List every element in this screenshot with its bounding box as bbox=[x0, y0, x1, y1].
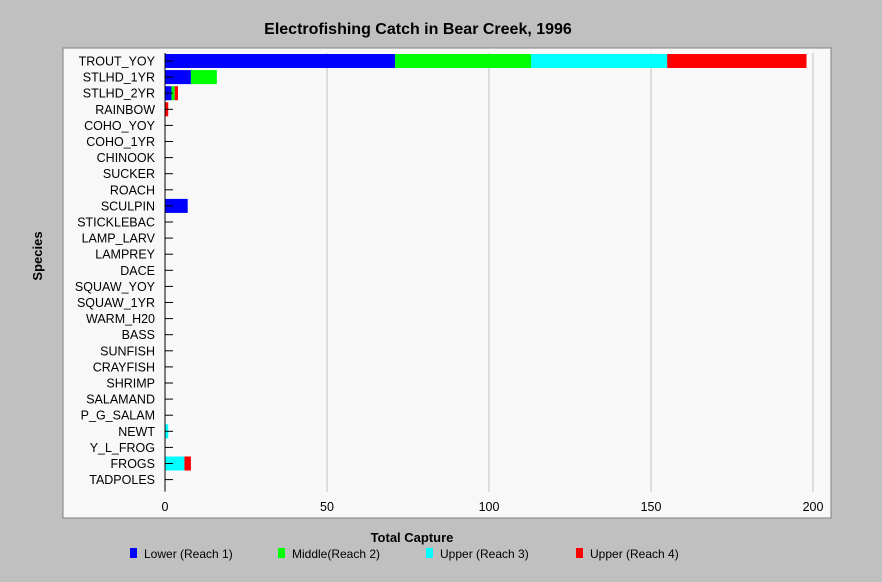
category-label: SUCKER bbox=[103, 167, 155, 181]
category-label: STICKLEBAC bbox=[77, 216, 155, 230]
y-axis-title: Species bbox=[30, 231, 45, 280]
bar-segment bbox=[174, 86, 178, 101]
category-label: COHO_YOY bbox=[84, 119, 156, 133]
x-tick-label: 50 bbox=[320, 500, 334, 514]
category-label: SQUAW_1YR bbox=[77, 296, 155, 310]
category-label: CRAYFISH bbox=[93, 360, 155, 374]
category-label: SCULPIN bbox=[101, 199, 155, 213]
category-labels: TROUT_YOY STLHD_1YR STLHD_2YR RAINBOW COHO_Y… bbox=[75, 55, 156, 488]
x-tick-labels: 0 50 100 150 200 bbox=[162, 500, 824, 514]
chart-title: Electrofishing Catch in Bear Creek, 1996 bbox=[264, 21, 572, 38]
x-tick-label: 150 bbox=[641, 500, 662, 514]
bar-segment bbox=[165, 70, 191, 85]
category-label: LAMP_LARV bbox=[82, 232, 156, 246]
category-label: WARM_H20 bbox=[86, 312, 155, 326]
category-label: SALAMAND bbox=[86, 393, 155, 407]
category-label: STLHD_2YR bbox=[83, 87, 155, 101]
legend: Lower (Reach 1) Middle(Reach 2) Upper (Rea… bbox=[130, 547, 679, 561]
bar-segment bbox=[165, 198, 188, 213]
grid bbox=[326, 53, 814, 492]
category-label: RAINBOW bbox=[95, 103, 155, 117]
category-label: P_G_SALAM bbox=[81, 409, 155, 423]
bar-segment bbox=[165, 54, 396, 68]
category-label: TROUT_YOY bbox=[79, 55, 156, 69]
category-label: Y_L_FROG bbox=[90, 441, 155, 455]
legend-label: Upper (Reach 4) bbox=[590, 547, 679, 561]
category-label: STLHD_1YR bbox=[83, 71, 155, 85]
bar-segment bbox=[184, 456, 191, 471]
plot-area bbox=[62, 47, 832, 519]
bar-segment bbox=[165, 456, 185, 471]
category-label: LAMPREY bbox=[95, 248, 155, 262]
x-tick-label: 0 bbox=[162, 500, 169, 514]
category-label: SQUAW_YOY bbox=[75, 280, 156, 294]
category-label: ROACH bbox=[110, 183, 155, 197]
bar-segment bbox=[190, 70, 217, 85]
bars bbox=[165, 54, 807, 471]
bar-segment bbox=[395, 54, 532, 68]
legend-swatch bbox=[426, 548, 433, 558]
category-label: BASS bbox=[122, 328, 155, 342]
category-label: SHRIMP bbox=[106, 377, 155, 391]
bar-segment bbox=[667, 54, 807, 68]
legend-label: Upper (Reach 3) bbox=[440, 547, 529, 561]
category-label: NEWT bbox=[118, 425, 155, 439]
x-tick-label: 200 bbox=[803, 500, 824, 514]
legend-swatch bbox=[278, 548, 285, 558]
category-label: DACE bbox=[120, 264, 155, 278]
category-label: FROGS bbox=[111, 457, 155, 471]
x-tick-label: 100 bbox=[479, 500, 500, 514]
category-label: TADPOLES bbox=[89, 473, 155, 487]
legend-swatch bbox=[130, 548, 137, 558]
category-label: SUNFISH bbox=[100, 344, 155, 358]
legend-label: Lower (Reach 1) bbox=[144, 547, 233, 561]
x-axis-title: Total Capture bbox=[371, 530, 454, 545]
category-label: COHO_1YR bbox=[86, 135, 155, 149]
category-label: CHINOOK bbox=[97, 151, 156, 165]
axes bbox=[164, 53, 173, 492]
bar-segment bbox=[531, 54, 668, 68]
legend-label: Middle(Reach 2) bbox=[292, 547, 380, 561]
legend-swatch bbox=[576, 548, 583, 558]
bar-segment bbox=[171, 86, 175, 101]
